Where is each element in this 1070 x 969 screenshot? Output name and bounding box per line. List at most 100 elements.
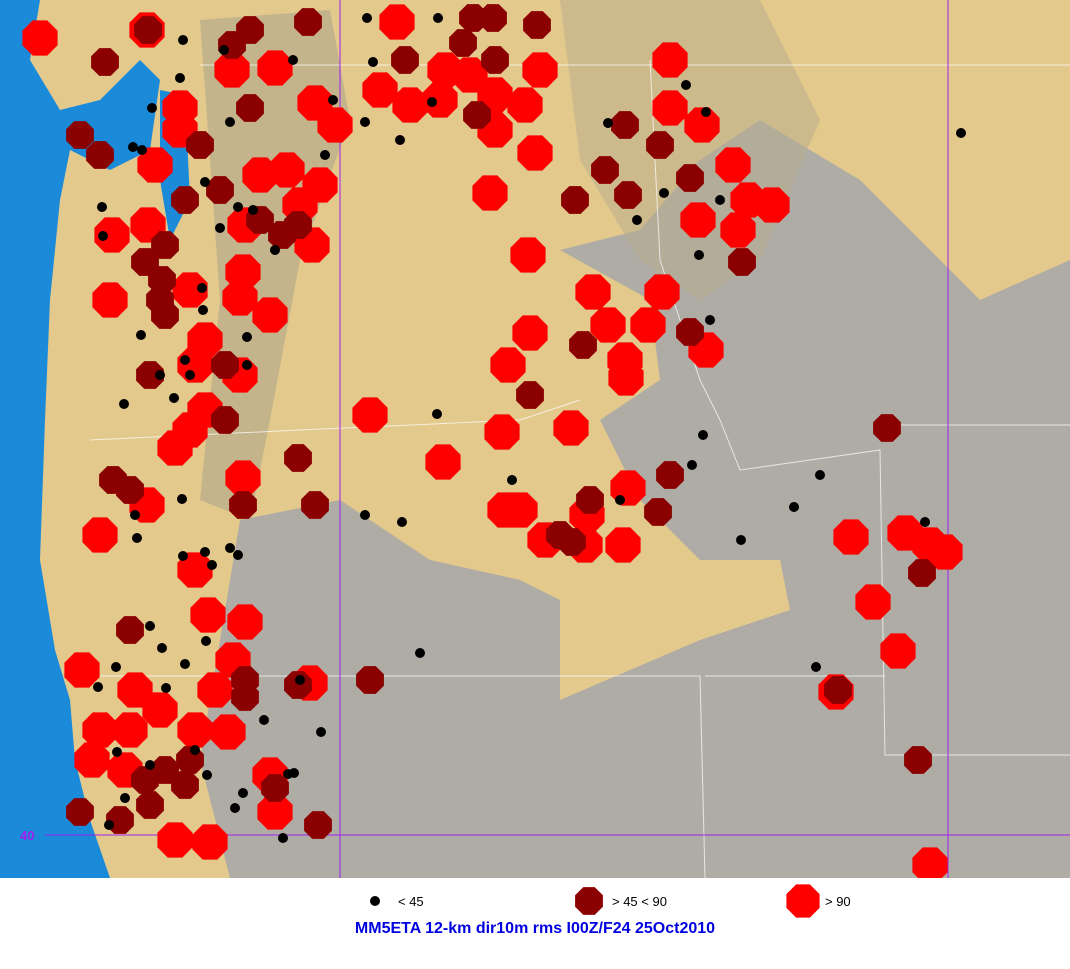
marker-mid xyxy=(66,798,94,826)
ocean xyxy=(0,0,160,878)
marker-low xyxy=(169,393,179,403)
marker-high xyxy=(177,712,213,748)
marker-low xyxy=(736,535,746,545)
marker-high xyxy=(242,157,278,193)
marker-high xyxy=(82,517,118,553)
marker-high xyxy=(137,147,173,183)
marker-high xyxy=(912,847,948,878)
marker-low xyxy=(432,409,442,419)
marker-low xyxy=(328,95,338,105)
marker-low xyxy=(98,231,108,241)
marker-mid xyxy=(171,771,199,799)
marker-low xyxy=(427,97,437,107)
marker-low xyxy=(415,648,425,658)
latitude-label: 40 xyxy=(20,828,34,843)
marker-mid xyxy=(569,331,597,359)
legend-symbol-mid xyxy=(575,887,603,915)
marker-low xyxy=(97,202,107,212)
marker-low xyxy=(161,683,171,693)
marker-low xyxy=(701,107,711,117)
marker-mid xyxy=(304,811,332,839)
marker-low xyxy=(603,118,613,128)
marker-low xyxy=(811,662,821,672)
marker-high xyxy=(82,712,118,748)
marker-low xyxy=(93,682,103,692)
station-markers xyxy=(22,4,966,878)
marker-mid xyxy=(86,141,114,169)
marker-low xyxy=(507,475,517,485)
marker-mid xyxy=(558,528,586,556)
marker-mid xyxy=(614,181,642,209)
marker-mid xyxy=(523,11,551,39)
marker-low xyxy=(360,510,370,520)
marker-high xyxy=(317,107,353,143)
marker-low xyxy=(136,330,146,340)
marker-high xyxy=(117,672,153,708)
marker-high xyxy=(269,152,305,188)
marker-high xyxy=(352,397,388,433)
map-title: MM5ETA 12-km dir10m rms I00Z/F24 25Oct20… xyxy=(354,920,716,937)
marker-low xyxy=(705,315,715,325)
marker-high xyxy=(157,822,193,858)
marker-low xyxy=(185,370,195,380)
marker-mid xyxy=(229,491,257,519)
terrain-east xyxy=(560,120,1070,878)
marker-low xyxy=(288,55,298,65)
marker-mid xyxy=(356,666,384,694)
marker-high xyxy=(257,794,293,830)
marker-mid xyxy=(516,381,544,409)
marker-high xyxy=(652,90,688,126)
marker-low xyxy=(259,715,269,725)
marker-low xyxy=(190,745,200,755)
marker-high xyxy=(112,712,148,748)
marker-high xyxy=(252,297,288,333)
marker-low xyxy=(200,547,210,557)
marker-low xyxy=(200,177,210,187)
marker-mid xyxy=(116,476,144,504)
marker-mid xyxy=(206,176,234,204)
marker-high xyxy=(652,42,688,78)
marker-mid xyxy=(284,211,312,239)
marker-mid xyxy=(611,111,639,139)
marker-low xyxy=(175,73,185,83)
marker-low xyxy=(157,643,167,653)
marker-low xyxy=(920,517,930,527)
marker-mid xyxy=(231,683,259,711)
marker-low xyxy=(230,803,240,813)
marker-low xyxy=(698,430,708,440)
marker-mid xyxy=(301,491,329,519)
marker-mid xyxy=(284,444,312,472)
marker-low xyxy=(147,103,157,113)
marker-mid xyxy=(131,248,159,276)
legend-symbol-low xyxy=(370,896,380,906)
marker-mid xyxy=(576,486,604,514)
marker-low xyxy=(178,35,188,45)
marker-mid xyxy=(481,46,509,74)
marker-high xyxy=(94,217,130,253)
marker-mid xyxy=(151,301,179,329)
marker-low xyxy=(225,543,235,553)
marker-high xyxy=(74,742,110,778)
legend: < 45 > 45 < 90 > 90 xyxy=(370,884,851,918)
marker-low xyxy=(242,332,252,342)
marker-mid xyxy=(134,16,162,44)
marker-mid xyxy=(644,498,672,526)
marker-mid xyxy=(904,746,932,774)
marker-low xyxy=(104,820,114,830)
marker-mid xyxy=(294,8,322,36)
marker-low xyxy=(215,223,225,233)
marker-high xyxy=(490,347,526,383)
marker-low xyxy=(177,494,187,504)
marker-high xyxy=(22,20,58,56)
marker-low xyxy=(320,150,330,160)
marker-mid xyxy=(91,48,119,76)
marker-low xyxy=(201,636,211,646)
legend-symbol-high xyxy=(786,884,820,918)
marker-high xyxy=(257,50,293,86)
marker-low xyxy=(632,215,642,225)
marker-low xyxy=(130,510,140,520)
marker-low xyxy=(659,188,669,198)
marker-high xyxy=(507,87,543,123)
legend-label-mid: > 45 < 90 xyxy=(612,894,667,909)
marker-mid xyxy=(561,186,589,214)
